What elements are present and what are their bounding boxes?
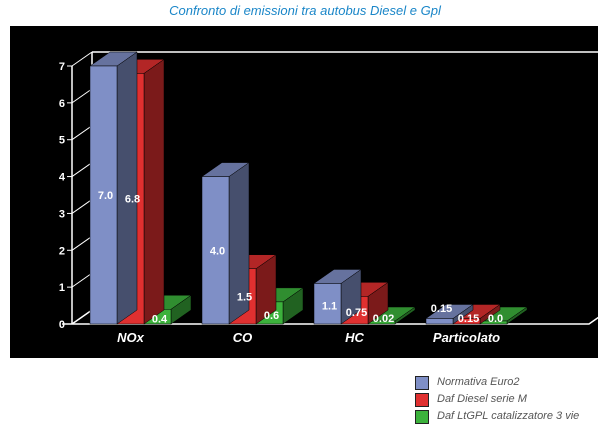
y-tick-label: 0 — [59, 319, 65, 331]
y-tick-label: 4 — [59, 172, 66, 184]
y-tick-depth — [71, 51, 93, 67]
y-tick-label: 7 — [59, 61, 65, 73]
data-label: 1.1 — [322, 301, 337, 313]
data-label: 4.0 — [210, 245, 225, 257]
data-label: 1.5 — [237, 291, 252, 303]
x-tick-label: HC — [345, 330, 364, 345]
y-tick-depth — [71, 309, 93, 325]
y-tick-label: 1 — [59, 282, 65, 294]
data-label: 0.15 — [458, 313, 479, 325]
plot-area: 0 1 2 3 4 5 6 7 NOx CO HC Particolato 7.0 6.8 0.4 4.0 1.… — [10, 26, 598, 358]
data-label: 0.4 — [152, 314, 168, 326]
y-tick-label: 2 — [59, 245, 65, 257]
bar — [425, 318, 454, 325]
legend-swatch — [415, 376, 429, 390]
data-label: 7.0 — [98, 190, 113, 202]
chart-title: Confronto di emissioni tra autobus Diese… — [169, 3, 441, 18]
legend-label: Daf LtGPL catalizzatore 3 vie — [437, 410, 580, 422]
data-label: 0.15 — [431, 303, 452, 315]
data-label: 0.75 — [346, 307, 367, 319]
y-tick-label: 3 — [59, 208, 65, 220]
x-tick-label: NOx — [117, 330, 145, 345]
bar-side — [116, 51, 138, 325]
x-tick-label: CO — [233, 330, 253, 345]
data-label: 0.02 — [373, 313, 394, 325]
legend-item: Daf Diesel serie M — [413, 392, 579, 409]
legend-label: Normativa Euro2 — [437, 376, 520, 388]
legend-swatch — [415, 393, 429, 407]
y-tick-depth — [71, 125, 93, 141]
legend: Normativa Euro2 Daf Diesel serie M Daf L… — [413, 375, 579, 426]
y-tick-depth — [71, 235, 93, 251]
data-label: 0.0 — [488, 313, 503, 325]
y-tick-depth — [71, 272, 93, 288]
y-tick-depth — [71, 88, 93, 104]
bar-chart: 0 1 2 3 4 5 6 7 NOx CO HC Particolato 7.0 6.8 0.4 4.0 1.… — [59, 51, 598, 345]
x-tick-label: Particolato — [433, 330, 500, 345]
data-label: 0.6 — [264, 310, 279, 322]
bar — [201, 176, 230, 325]
y-tick-depth — [71, 199, 93, 214]
legend-item: Normativa Euro2 — [413, 375, 579, 392]
bar-side — [143, 58, 165, 325]
y-tick-label: 5 — [59, 135, 65, 147]
bar — [313, 283, 342, 325]
legend-item: Daf LtGPL catalizzatore 3 vie — [413, 409, 579, 426]
legend-swatch — [415, 410, 429, 424]
y-tick-label: 6 — [59, 98, 65, 110]
y-tick-depth — [71, 162, 93, 177]
bar — [89, 65, 118, 325]
legend-label: Daf Diesel serie M — [437, 393, 527, 405]
data-label: 6.8 — [125, 194, 140, 206]
